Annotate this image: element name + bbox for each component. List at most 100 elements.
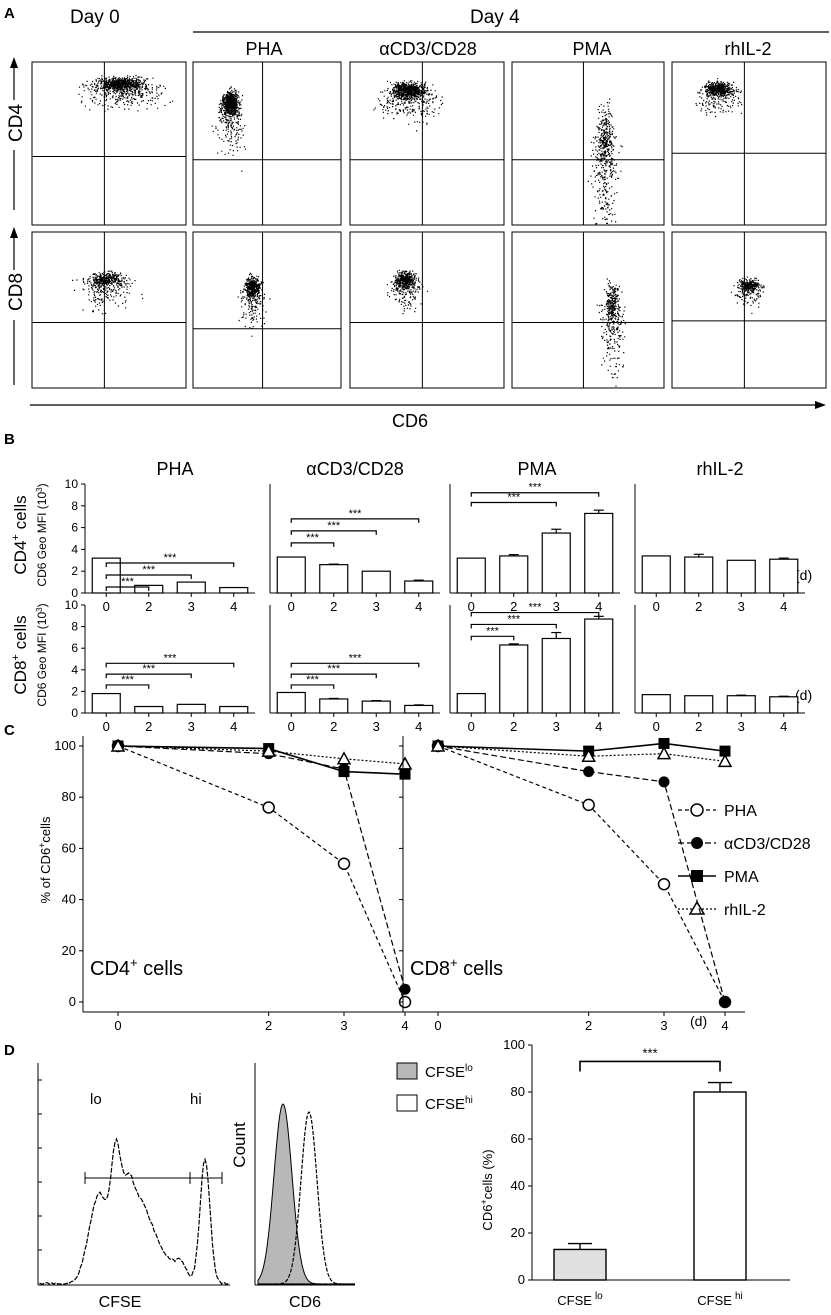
significance-bracket bbox=[290, 673, 377, 679]
significance-bracket bbox=[290, 530, 377, 535]
y-tick-label: 100 bbox=[54, 738, 76, 753]
x-tick-label: 3 bbox=[188, 599, 195, 614]
dot-plot-frame bbox=[192, 231, 342, 389]
bar bbox=[361, 570, 391, 594]
bar bbox=[499, 644, 529, 714]
panel-b-xunit-top: (d) bbox=[795, 567, 812, 583]
series-line-2 bbox=[117, 745, 406, 775]
legend-pma-label: PMA bbox=[724, 869, 759, 886]
y-tick-label: 4 bbox=[71, 542, 78, 556]
bar bbox=[219, 586, 249, 594]
bar-subplot-cd8-0: 0 2 4 6 8 10 0 2 3 4 *** *** *** bbox=[65, 598, 255, 734]
panel-b-row-label-cd8: CD8+ cells bbox=[10, 615, 30, 694]
x-tick-label: 4 bbox=[721, 1018, 728, 1033]
cd4-axis-arrow bbox=[10, 57, 18, 210]
significance-bracket bbox=[470, 635, 515, 641]
bar bbox=[91, 692, 121, 714]
dot-plot-frame bbox=[31, 231, 187, 389]
cfse-histogram bbox=[37, 1063, 230, 1286]
significance-stars: *** bbox=[121, 576, 135, 588]
line-subplot-cd4: 0 20 40 60 80 100 0 2 3 4 bbox=[54, 736, 425, 1033]
marker-filled-square bbox=[338, 766, 350, 778]
significance-bracket bbox=[470, 611, 600, 617]
y-tick-label: 6 bbox=[71, 521, 78, 535]
bar bbox=[276, 691, 306, 714]
significance-stars: *** bbox=[486, 625, 500, 637]
marker-open-triangle bbox=[430, 738, 446, 752]
y-tick-label: 40 bbox=[511, 1178, 525, 1193]
marker-open-triangle bbox=[110, 738, 126, 752]
significance-bracket bbox=[105, 562, 235, 568]
marker-open-circle bbox=[337, 857, 351, 871]
x-tick-label: 3 bbox=[373, 719, 380, 734]
hist-legend: CFSElo CFSEhi bbox=[396, 1062, 473, 1113]
dot-plot-frame bbox=[349, 61, 505, 226]
series-line-0 bbox=[117, 745, 406, 1003]
bar bbox=[361, 700, 391, 714]
dot-plot-events bbox=[373, 80, 444, 132]
flow-plots bbox=[31, 61, 827, 389]
panel-b-ylabel-top: CD6 Geo MFI (103) bbox=[35, 483, 49, 586]
significance-stars: *** bbox=[164, 652, 178, 664]
y-tick-label: 0 bbox=[71, 706, 78, 720]
bar-subplot-cd8-2: 0 2 3 4 *** *** *** bbox=[449, 602, 620, 734]
dot-plot-cd8-2 bbox=[349, 231, 505, 389]
bar bbox=[584, 512, 614, 594]
marker-filled-circle bbox=[399, 983, 411, 995]
x-tick-label: 4 bbox=[401, 1018, 408, 1033]
panel-c-line-charts: % of CD6+cells CD4+ cells CD8+ cells (d)… bbox=[37, 736, 811, 1033]
bar bbox=[276, 556, 306, 594]
panel-d-xlabel-lo: CFSE lo bbox=[557, 1291, 603, 1308]
significance-bracket bbox=[290, 518, 420, 523]
x-tick-label: 4 bbox=[415, 719, 422, 734]
dot-plot-frame bbox=[349, 231, 505, 389]
x-tick-label: 4 bbox=[780, 719, 787, 734]
dot-plot-events bbox=[695, 78, 743, 118]
dot-plot-frame bbox=[511, 231, 665, 389]
dot-plot-frame bbox=[511, 61, 665, 226]
legend-label-cfse-lo: CFSElo bbox=[425, 1063, 473, 1081]
significance-bracket bbox=[470, 501, 557, 507]
cfse-lo-distribution bbox=[257, 1103, 355, 1285]
bar bbox=[584, 618, 614, 714]
x-tick-label: 2 bbox=[510, 599, 517, 614]
panel-c-cd4-label: CD4+ cells bbox=[90, 955, 183, 980]
x-tick-label: 4 bbox=[595, 719, 602, 734]
dot-plot-cd4-0 bbox=[31, 61, 187, 226]
bar bbox=[176, 581, 206, 594]
marker-filled-circle bbox=[583, 766, 595, 778]
x-tick-label: 2 bbox=[330, 719, 337, 734]
x-tick-label: 3 bbox=[553, 719, 560, 734]
dot-plot-events bbox=[386, 269, 429, 315]
legend-rhil2-label: rhIL-2 bbox=[724, 902, 766, 919]
bar-subplot-cd8-1: 0 2 3 4 *** *** *** bbox=[269, 605, 440, 734]
bar bbox=[134, 705, 164, 714]
panel-b-row-label-cd4: CD4+ cells bbox=[10, 495, 30, 574]
significance-bracket bbox=[470, 623, 557, 629]
x-tick-label: 3 bbox=[373, 599, 380, 614]
bar bbox=[219, 705, 249, 714]
y-tick-label: 20 bbox=[62, 943, 76, 958]
dot-plot-cd8-0 bbox=[31, 231, 187, 389]
legend-acd3: αCD3/CD28 bbox=[678, 836, 811, 853]
condition-label-0: PHA bbox=[245, 39, 282, 59]
row-label-cd8: CD8 bbox=[6, 273, 27, 311]
series-line-1 bbox=[117, 745, 406, 990]
marker-open-triangle bbox=[717, 753, 733, 768]
condition-label-1: αCD3/CD28 bbox=[379, 39, 476, 59]
x-tick-label: 4 bbox=[415, 599, 422, 614]
marker-open-triangle bbox=[581, 748, 596, 762]
y-tick-label: 0 bbox=[518, 1272, 525, 1287]
dot-plot-cd4-1 bbox=[192, 61, 342, 226]
panel-d-histograms: lo hi CFSE Count CD6 CFSElo CFSEhi bbox=[37, 1062, 473, 1311]
bar bbox=[319, 564, 349, 594]
bar bbox=[456, 557, 486, 594]
panel-letter-a: A bbox=[4, 5, 15, 22]
bar bbox=[769, 558, 799, 594]
panel-d-xlabel-hi: CFSE hi bbox=[697, 1291, 742, 1308]
dot-plot-frame bbox=[671, 231, 827, 389]
bar-subplot-cd8-3: 0 2 3 4 bbox=[634, 605, 805, 734]
significance-stars: *** bbox=[164, 552, 178, 564]
cfse-histogram-curve bbox=[39, 1137, 230, 1285]
